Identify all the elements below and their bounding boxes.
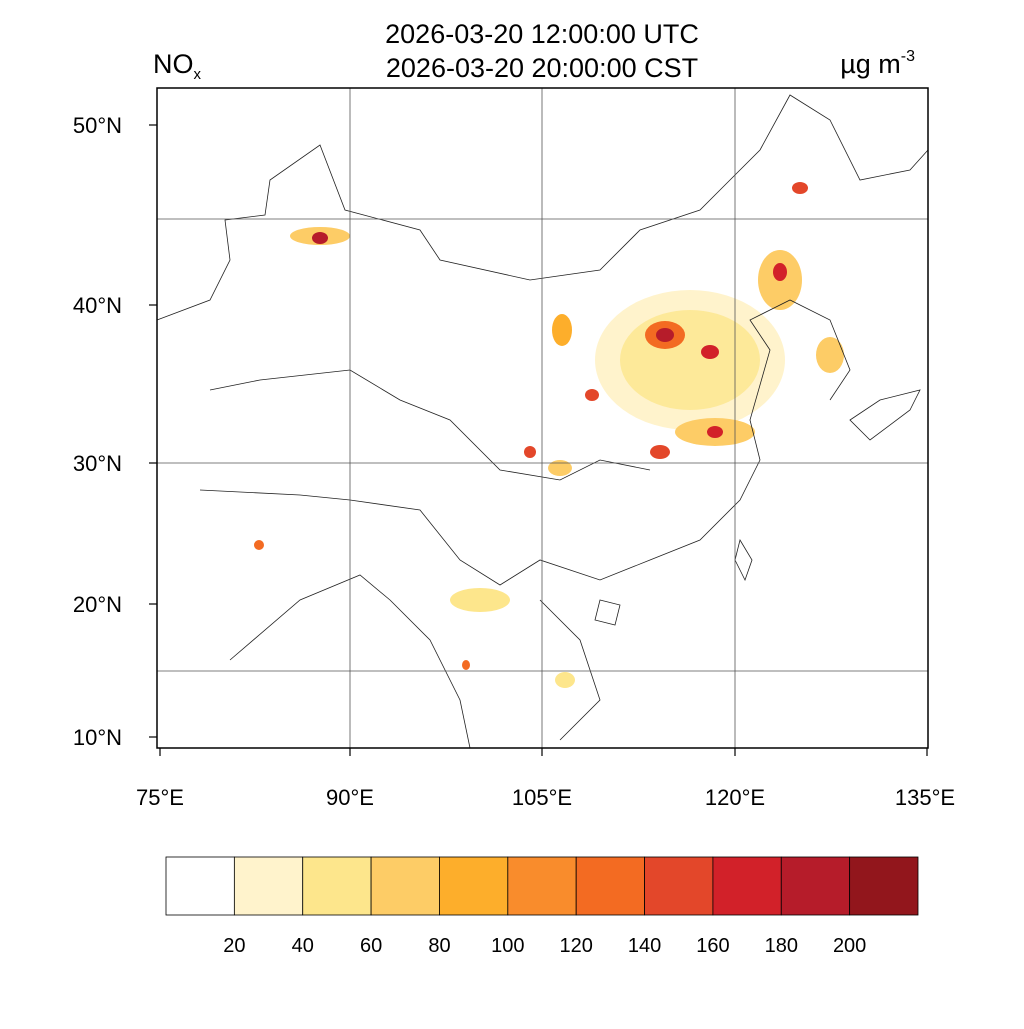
field-area: [773, 263, 787, 281]
coastline: [199, 299, 851, 586]
colorbar-box: [644, 856, 714, 916]
field-area: [312, 232, 328, 244]
units-text: µg m: [840, 49, 901, 79]
colorbar-label: 60: [360, 935, 382, 957]
colorbar-label: 180: [765, 935, 798, 957]
colorbar-label: 200: [833, 935, 866, 957]
boundary: [229, 574, 471, 749]
field-area: [792, 182, 808, 194]
variable-name: NO: [153, 49, 194, 79]
field-area: [620, 310, 760, 410]
colorbar-box: [165, 856, 235, 916]
colorbar-box: [233, 856, 304, 916]
lat-label: 30°N: [73, 451, 122, 476]
colorbar-label: 160: [696, 935, 729, 957]
lon-label: 75°E: [136, 785, 184, 810]
axis-ticks: [149, 124, 928, 756]
concentration-field: [254, 182, 844, 688]
lon-label: 90°E: [326, 785, 374, 810]
boundary: [209, 369, 651, 481]
field-area: [656, 328, 674, 342]
colorbar: 20 40 60 80 100 120 140 160 180 200: [165, 856, 919, 957]
colorbar-box: [302, 856, 372, 916]
colorbar-box: [849, 856, 919, 916]
lon-label: 120°E: [705, 785, 765, 810]
field-area: [524, 446, 536, 458]
island: [849, 389, 921, 441]
island: [594, 599, 621, 626]
colorbar-box: [712, 856, 782, 916]
graticule: [157, 88, 928, 748]
lon-label: 135°E: [895, 785, 955, 810]
lat-label: 10°N: [73, 725, 122, 750]
lat-labels: 50°N 40°N 30°N 20°N 10°N: [73, 113, 122, 750]
lat-label: 20°N: [73, 592, 122, 617]
field-area: [450, 588, 510, 612]
lat-label: 50°N: [73, 113, 122, 138]
colorbar-label: 40: [292, 935, 314, 957]
colorbar-box: [575, 856, 645, 916]
colorbar-box: [780, 856, 851, 916]
boundaries: [156, 94, 929, 749]
field-area: [707, 426, 723, 438]
colorbar-label: 80: [428, 935, 450, 957]
field-area: [552, 314, 572, 346]
field-area: [548, 460, 572, 476]
boundary: [156, 94, 929, 321]
lon-labels: 75°E 90°E 105°E 120°E 135°E: [136, 785, 955, 810]
colorbar-box: [370, 856, 440, 916]
map-background: [157, 88, 928, 748]
field-area: [701, 345, 719, 359]
colorbar-box: [507, 856, 577, 916]
lon-label: 105°E: [512, 785, 572, 810]
colorbar-label: 20: [223, 935, 245, 957]
colorbar-label: 120: [559, 935, 592, 957]
coastline: [539, 599, 601, 741]
field-area: [254, 540, 264, 550]
units: µg m-3: [840, 48, 915, 79]
field-area: [555, 672, 575, 688]
field-area: [816, 337, 844, 373]
title-utc: 2026-03-20 12:00:00 UTC: [385, 19, 699, 49]
colorbar-label: 100: [491, 935, 524, 957]
variable: NOx: [153, 49, 202, 83]
colorbar-box: [439, 856, 509, 916]
units-superscript: -3: [901, 48, 915, 65]
colorbar-label: 140: [628, 935, 661, 957]
lat-label: 40°N: [73, 293, 122, 318]
field-area: [462, 660, 470, 670]
variable-subscript: x: [194, 66, 202, 83]
title-cst: 2026-03-20 20:00:00 CST: [386, 53, 698, 83]
field-area: [650, 445, 670, 459]
field-area: [585, 389, 599, 401]
island: [734, 538, 753, 582]
map: 50°N 40°N 30°N 20°N 10°N 75°E 90°E 105°E…: [73, 87, 955, 810]
